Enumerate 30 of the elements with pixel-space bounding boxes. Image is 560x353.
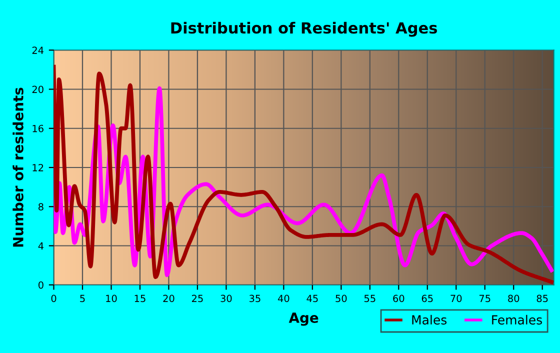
y-tick-label: 8 (38, 203, 44, 210)
x-tick-label: 75 (479, 294, 490, 302)
x-tick-label: 60 (393, 294, 404, 302)
x-tick-label: 65 (422, 294, 433, 302)
x-tick-label: 10 (106, 294, 117, 302)
y-tick-label: 4 (38, 242, 44, 250)
x-tick-label: 30 (220, 294, 232, 302)
legend-label: Males (412, 314, 447, 325)
x-tick-label: 20 (163, 294, 174, 302)
x-tick-label: 45 (306, 294, 318, 302)
y-tick-label: 24 (32, 46, 44, 54)
x-axis-title: Age (288, 312, 318, 326)
x-tick-label: 55 (364, 294, 376, 302)
x-tick-label: 5 (80, 294, 85, 302)
x-tick-label: 35 (249, 294, 260, 302)
x-tick-label: 50 (336, 294, 347, 302)
x-tick-label: 15 (134, 294, 146, 302)
legend-label: Females (492, 314, 542, 325)
chart-title: Distribution of Residents' Ages (171, 22, 437, 37)
y-axis-title: Number of residents (12, 88, 24, 247)
x-tick-label: 40 (278, 294, 290, 302)
y-tick-label: 12 (32, 164, 44, 172)
y-tick-label: 16 (32, 124, 44, 132)
y-tick-label: 20 (32, 86, 44, 94)
x-tick-label: 85 (536, 294, 548, 302)
y-tick-label: 0 (38, 281, 44, 289)
x-tick-label: 0 (51, 294, 56, 302)
x-tick-label: 80 (508, 294, 520, 302)
x-tick-label: 70 (450, 294, 462, 302)
x-tick-label: 25 (192, 294, 203, 302)
